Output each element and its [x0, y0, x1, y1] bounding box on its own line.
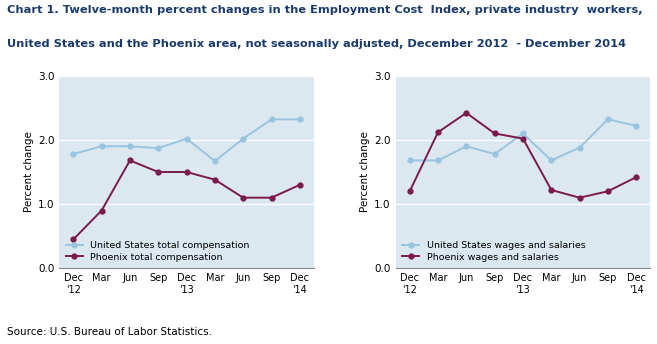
- Phoenix total compensation: [98, 208, 106, 213]
- United States total compensation: [98, 144, 106, 148]
- United States wages and salaries: [547, 158, 555, 162]
- United States wages and salaries: [406, 158, 414, 162]
- Text: Source: U.S. Bureau of Labor Statistics.: Source: U.S. Bureau of Labor Statistics.: [7, 327, 212, 337]
- Phoenix total compensation: [239, 196, 247, 200]
- Y-axis label: Percent change: Percent change: [360, 131, 370, 213]
- United States wages and salaries: [491, 152, 499, 156]
- United States total compensation: [296, 117, 304, 121]
- United States wages and salaries: [632, 124, 640, 128]
- Phoenix total compensation: [267, 196, 275, 200]
- United States total compensation: [239, 137, 247, 141]
- Phoenix total compensation: [211, 178, 219, 182]
- United States total compensation: [211, 159, 219, 163]
- Phoenix total compensation: [183, 170, 191, 174]
- Phoenix wages and salaries: [406, 189, 414, 193]
- United States total compensation: [183, 137, 191, 141]
- United States wages and salaries: [604, 117, 612, 121]
- Phoenix total compensation: [70, 237, 78, 241]
- Line: United States wages and salaries: United States wages and salaries: [407, 117, 639, 163]
- Phoenix total compensation: [296, 183, 304, 187]
- Line: Phoenix wages and salaries: Phoenix wages and salaries: [407, 110, 639, 200]
- Phoenix wages and salaries: [463, 111, 470, 115]
- Phoenix wages and salaries: [519, 137, 527, 141]
- Line: United States total compensation: United States total compensation: [71, 117, 302, 163]
- Phoenix wages and salaries: [434, 130, 442, 134]
- Phoenix wages and salaries: [604, 189, 612, 193]
- United States wages and salaries: [463, 144, 470, 148]
- Legend: United States wages and salaries, Phoenix wages and salaries: United States wages and salaries, Phoeni…: [400, 239, 587, 264]
- United States wages and salaries: [519, 131, 527, 136]
- Phoenix wages and salaries: [491, 131, 499, 136]
- United States wages and salaries: [434, 158, 442, 162]
- United States wages and salaries: [576, 146, 583, 150]
- Text: United States and the Phoenix area, not seasonally adjusted, December 2012  - De: United States and the Phoenix area, not …: [7, 39, 625, 49]
- Y-axis label: Percent change: Percent change: [24, 131, 34, 213]
- Text: Chart 1. Twelve-month percent changes in the Employment Cost  Index, private ind: Chart 1. Twelve-month percent changes in…: [7, 5, 642, 15]
- Phoenix wages and salaries: [576, 196, 583, 200]
- Phoenix wages and salaries: [632, 175, 640, 179]
- United States total compensation: [154, 146, 162, 150]
- Phoenix total compensation: [154, 170, 162, 174]
- Phoenix wages and salaries: [547, 188, 555, 192]
- United States total compensation: [126, 144, 134, 148]
- United States total compensation: [267, 117, 275, 121]
- Phoenix total compensation: [126, 158, 134, 162]
- Legend: United States total compensation, Phoenix total compensation: United States total compensation, Phoeni…: [64, 239, 252, 264]
- Line: Phoenix total compensation: Phoenix total compensation: [71, 158, 302, 242]
- United States total compensation: [70, 152, 78, 156]
